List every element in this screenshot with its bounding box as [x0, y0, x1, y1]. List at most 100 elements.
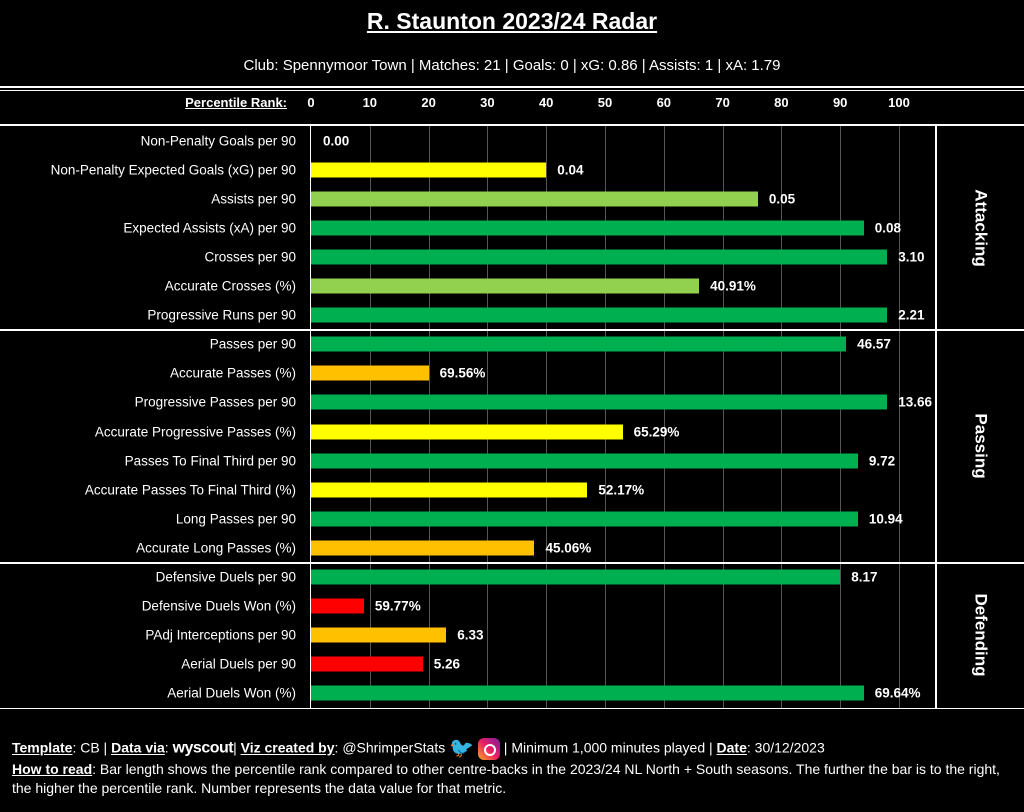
metric-label: Accurate Long Passes (%): [136, 540, 296, 556]
bar: [311, 307, 888, 323]
gridline: [840, 126, 842, 708]
metric-label: Expected Assists (xA) per 90: [123, 220, 296, 236]
gridline: [781, 126, 783, 708]
metric-label: Assists per 90: [211, 191, 296, 207]
section-defending: Defending: [935, 562, 1024, 708]
data-value-label: 52.17%: [598, 482, 645, 498]
bar: [311, 394, 888, 410]
divider: [0, 86, 1024, 88]
section-divider: [0, 328, 1024, 331]
data-value-label: 45.06%: [545, 540, 592, 556]
chart-title: R. Staunton 2023/24 Radar: [366, 8, 658, 34]
section-attacking: Attacking: [935, 126, 1024, 330]
data-value-label: 10.94: [868, 511, 903, 527]
data-label: Data via: [111, 739, 165, 756]
data-value-label: 65.29%: [633, 424, 680, 440]
divider: [0, 708, 1024, 709]
twitter-icon: 🐦: [449, 737, 475, 760]
data-value-label: 9.72: [868, 453, 896, 469]
data-value-label: 8.17: [851, 569, 878, 585]
section-label: Passing: [971, 413, 991, 479]
bar: [311, 424, 623, 440]
bar: [311, 482, 588, 498]
x-tick-label: 10: [362, 95, 378, 110]
template-label: Template: [12, 739, 73, 756]
y-axis-line: [310, 126, 311, 708]
x-tick-label: 50: [597, 95, 613, 110]
metric-label: Long Passes per 90: [175, 511, 296, 527]
bar: [311, 569, 841, 585]
bar: [311, 249, 888, 265]
gridline: [605, 126, 606, 708]
data-value-label: 5.26: [433, 656, 460, 672]
section-label: Attacking: [971, 189, 991, 267]
viz-label: Viz created by: [240, 739, 335, 756]
x-axis-label: Percentile Rank:: [185, 95, 287, 110]
bar: [311, 220, 864, 236]
metric-label: Accurate Crosses (%): [164, 278, 296, 294]
footer: Template: CB | Data via: wyscout| Viz cr…: [12, 737, 1000, 796]
divider: [0, 90, 1024, 91]
section-passing: Passing: [935, 329, 1024, 563]
howto-text: Bar length shows the percentile rank com…: [12, 761, 1000, 796]
date-label: Date: [716, 739, 747, 756]
x-tick-label: 30: [480, 95, 495, 110]
data-value-label: 40.91%: [710, 278, 756, 294]
metric-label: Non-Penalty Goals per 90: [140, 133, 296, 149]
chart-subtitle: Club: Spennymoor Town | Matches: 21 | Go…: [243, 57, 781, 74]
x-tick-label: 100: [888, 95, 910, 110]
gridline: [546, 126, 548, 708]
data-value-label: 3.10: [898, 249, 925, 265]
bar: [311, 511, 858, 527]
gridline: [899, 126, 900, 708]
metric-label: Crosses per 90: [204, 249, 296, 265]
bar: [311, 540, 535, 556]
bar: [311, 191, 758, 207]
metric-label: Defensive Duels Won (%): [141, 598, 296, 614]
data-value-label: 0.04: [557, 162, 584, 178]
metric-label: Defensive Duels per 90: [155, 569, 296, 585]
minimum-note: Minimum 1,000 minutes played: [511, 739, 706, 756]
x-tick-label: 70: [715, 95, 730, 110]
x-tick-label: 40: [538, 95, 554, 110]
data-value-label: 13.66: [898, 394, 933, 410]
wyscout-logo: wyscout: [172, 739, 234, 757]
axis-header: Percentile Rank: 0 10 20 30 40 50 60 70 80 90 100: [0, 95, 1024, 115]
section-divider: [0, 561, 1024, 564]
bar: [311, 598, 364, 614]
metric-label: Passes To Final Third per 90: [124, 453, 296, 469]
instagram-icon: [477, 738, 500, 760]
metric-label: Accurate Passes (%): [169, 365, 296, 381]
data-value-label: 0.00: [323, 133, 350, 149]
data-value-label: 0.05: [768, 191, 796, 207]
metric-label: Aerial Duels Won (%): [167, 685, 296, 701]
bar: [311, 453, 858, 469]
metric-label: Accurate Progressive Passes (%): [94, 424, 296, 440]
bar: [311, 278, 700, 294]
metric-label: Aerial Duels per 90: [181, 656, 296, 672]
gridline: [663, 126, 665, 708]
data-value-label: 0.08: [874, 220, 901, 236]
gridline: [428, 126, 430, 708]
bar: [311, 162, 547, 178]
x-tick-label: 20: [421, 95, 436, 110]
metric-label: Progressive Passes per 90: [134, 394, 296, 410]
bar: [311, 685, 864, 701]
author-handle: @ShrimperStats: [342, 739, 446, 756]
x-tick-label: 90: [832, 95, 848, 110]
bar: [311, 656, 423, 672]
data-value-label: 69.56%: [439, 365, 486, 381]
data-value-label: 59.77%: [374, 598, 421, 614]
date-value: 30/12/2023: [754, 739, 825, 756]
divider: [0, 124, 1024, 126]
howto-label: How to read: [12, 761, 93, 777]
x-tick-label: 0: [307, 95, 315, 110]
metric-label: Passes per 90: [209, 336, 296, 352]
data-value-label: 2.21: [898, 307, 925, 323]
x-tick-label: 80: [774, 95, 789, 110]
bar: [311, 627, 447, 643]
data-value-label: 69.64%: [874, 685, 921, 701]
template-value: CB: [80, 739, 100, 756]
bar: [311, 336, 847, 352]
x-tick-label: 60: [656, 95, 672, 110]
